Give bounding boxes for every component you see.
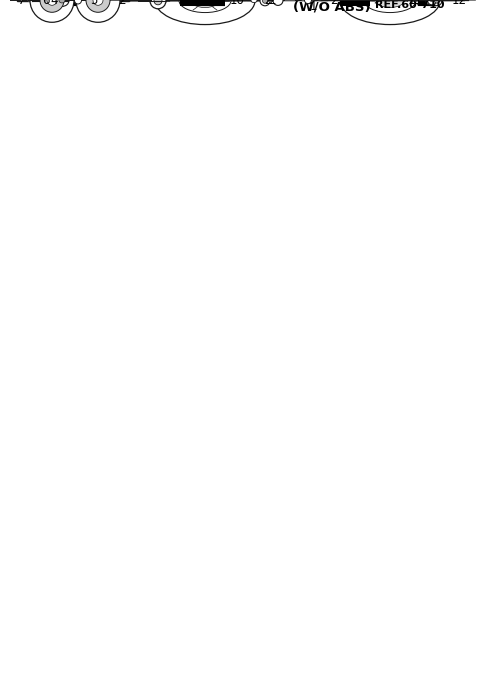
Ellipse shape xyxy=(376,0,404,8)
Ellipse shape xyxy=(179,0,231,12)
Ellipse shape xyxy=(155,0,255,25)
Ellipse shape xyxy=(74,0,82,4)
Ellipse shape xyxy=(150,0,166,9)
Text: 12: 12 xyxy=(452,0,467,7)
Ellipse shape xyxy=(260,0,270,5)
Text: 1: 1 xyxy=(310,0,317,13)
Ellipse shape xyxy=(30,0,74,23)
Ellipse shape xyxy=(59,0,65,3)
Ellipse shape xyxy=(273,0,283,5)
Ellipse shape xyxy=(251,0,257,3)
Ellipse shape xyxy=(110,0,120,5)
FancyBboxPatch shape xyxy=(17,0,129,1)
Ellipse shape xyxy=(47,0,57,5)
Ellipse shape xyxy=(93,0,103,5)
Text: 7: 7 xyxy=(18,0,25,7)
Ellipse shape xyxy=(86,0,110,12)
Text: 8: 8 xyxy=(182,0,190,7)
Ellipse shape xyxy=(434,0,440,3)
Ellipse shape xyxy=(263,0,267,3)
Text: 2: 2 xyxy=(118,0,125,7)
Ellipse shape xyxy=(432,0,442,5)
Ellipse shape xyxy=(364,0,416,12)
Ellipse shape xyxy=(40,0,64,12)
Ellipse shape xyxy=(306,0,314,3)
Ellipse shape xyxy=(304,0,312,3)
Ellipse shape xyxy=(428,0,436,5)
Ellipse shape xyxy=(340,0,349,5)
Ellipse shape xyxy=(55,0,69,6)
Text: 11: 11 xyxy=(408,0,423,7)
Text: 9: 9 xyxy=(195,0,203,8)
Text: (W/O ABS): (W/O ABS) xyxy=(293,0,371,13)
Text: 5: 5 xyxy=(90,0,97,7)
Text: REF.60-710: REF.60-710 xyxy=(375,0,444,10)
Text: 4: 4 xyxy=(50,0,58,7)
Ellipse shape xyxy=(154,0,162,5)
Ellipse shape xyxy=(76,0,120,23)
Text: 6: 6 xyxy=(42,0,49,7)
Text: 2: 2 xyxy=(268,0,276,7)
Ellipse shape xyxy=(191,0,219,8)
Text: 2: 2 xyxy=(330,0,337,7)
Text: 2: 2 xyxy=(264,0,272,7)
Ellipse shape xyxy=(425,0,434,5)
Text: 10: 10 xyxy=(230,0,245,7)
Text: 3: 3 xyxy=(178,0,185,7)
Ellipse shape xyxy=(340,0,440,25)
